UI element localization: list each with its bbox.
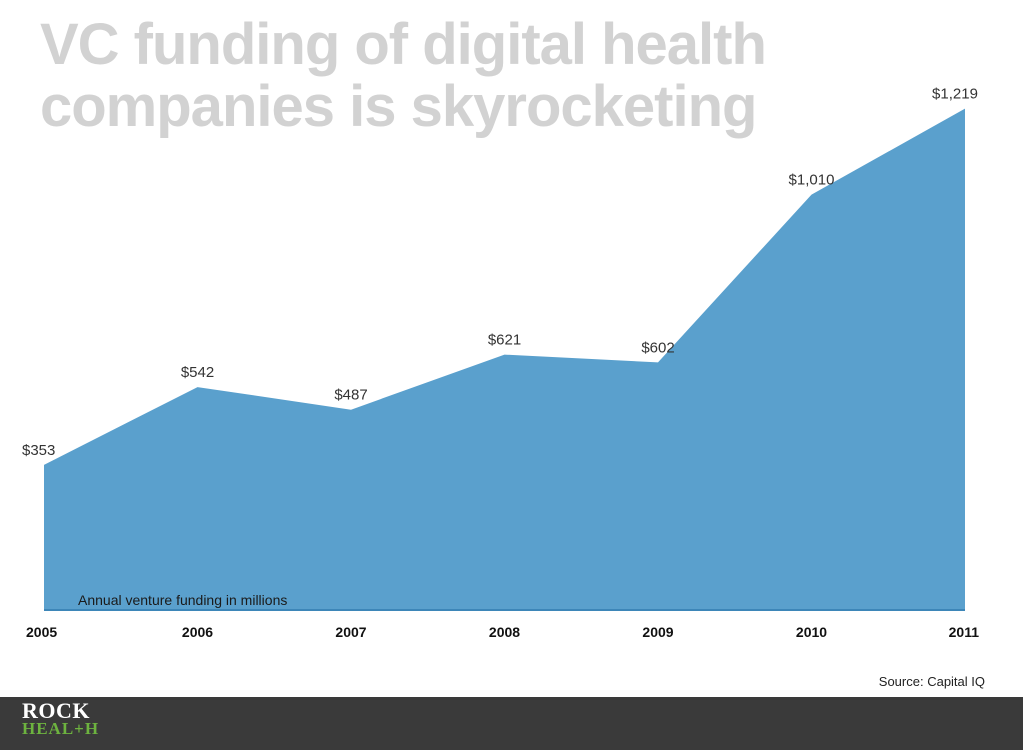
chart-title-line-2: companies is skyrocketing [40,74,757,139]
source-note: Source: Capital IQ [878,674,985,689]
data-label-2005: $353 [22,442,55,459]
rock-health-logo: ROCK HEAL+H [22,698,100,738]
area-chart: $353$542$487$621 $602$1,010$1,219 2005 200… [22,86,979,640]
data-label-2006: $542 [181,364,214,381]
chart-annotation: Annual venture funding in millions [78,592,287,608]
x-tick-2005: 2005 [26,624,57,640]
data-label-2008: $621 [488,332,521,349]
x-tick-2006: 2006 [182,624,213,640]
chart-title-line-1: VC funding of digital health [40,12,767,77]
logo-text-bottom: HEAL+H [22,719,100,738]
data-label-2010: $1,010 [789,172,835,189]
x-tick-2010: 2010 [796,624,827,640]
x-tick-2011: 2011 [949,624,980,640]
data-label-2009: $602 [641,339,674,356]
data-label-2007: $487 [334,387,367,404]
data-label-2011: $1,219 [932,86,978,103]
footer-bar: ROCK HEAL+H [0,697,1023,750]
funding-area [44,108,965,611]
data-label-layer: $353 $542 $487 $621 $602 $1,010 $1,219 [22,86,978,459]
x-tick-2008: 2008 [489,624,520,640]
x-axis-ticks: 2005 2006 2007 2008 2009 2010 2011 [26,624,979,640]
chart-title: VC funding of digital health companies i… [40,14,860,138]
x-tick-2009: 2009 [642,624,673,640]
logo-text-top: ROCK [22,698,90,723]
area-layer [44,108,965,611]
x-tick-2007: 2007 [335,624,366,640]
